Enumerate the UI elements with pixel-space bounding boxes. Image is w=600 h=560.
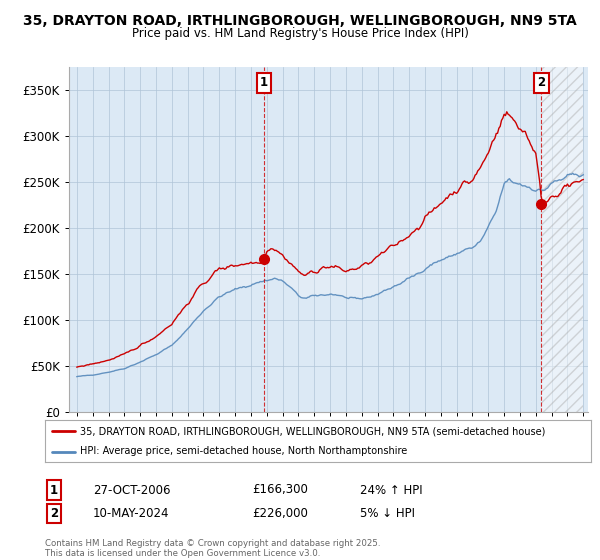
Text: Contains HM Land Registry data © Crown copyright and database right 2025.
This d: Contains HM Land Registry data © Crown c… <box>45 539 380 558</box>
Text: HPI: Average price, semi-detached house, North Northamptonshire: HPI: Average price, semi-detached house,… <box>80 446 408 456</box>
Bar <box>541 67 583 412</box>
Text: 1: 1 <box>260 76 268 89</box>
Text: 35, DRAYTON ROAD, IRTHLINGBOROUGH, WELLINGBOROUGH, NN9 5TA: 35, DRAYTON ROAD, IRTHLINGBOROUGH, WELLI… <box>23 14 577 28</box>
Text: £226,000: £226,000 <box>252 507 308 520</box>
Text: 2: 2 <box>538 76 545 89</box>
Text: £166,300: £166,300 <box>252 483 308 497</box>
Text: 5% ↓ HPI: 5% ↓ HPI <box>360 507 415 520</box>
Text: 35, DRAYTON ROAD, IRTHLINGBOROUGH, WELLINGBOROUGH, NN9 5TA (semi-detached house): 35, DRAYTON ROAD, IRTHLINGBOROUGH, WELLI… <box>80 426 546 436</box>
Text: Price paid vs. HM Land Registry's House Price Index (HPI): Price paid vs. HM Land Registry's House … <box>131 27 469 40</box>
Text: 24% ↑ HPI: 24% ↑ HPI <box>360 483 422 497</box>
Text: 2: 2 <box>50 507 58 520</box>
Text: 10-MAY-2024: 10-MAY-2024 <box>93 507 170 520</box>
Text: 1: 1 <box>50 483 58 497</box>
Text: 27-OCT-2006: 27-OCT-2006 <box>93 483 170 497</box>
